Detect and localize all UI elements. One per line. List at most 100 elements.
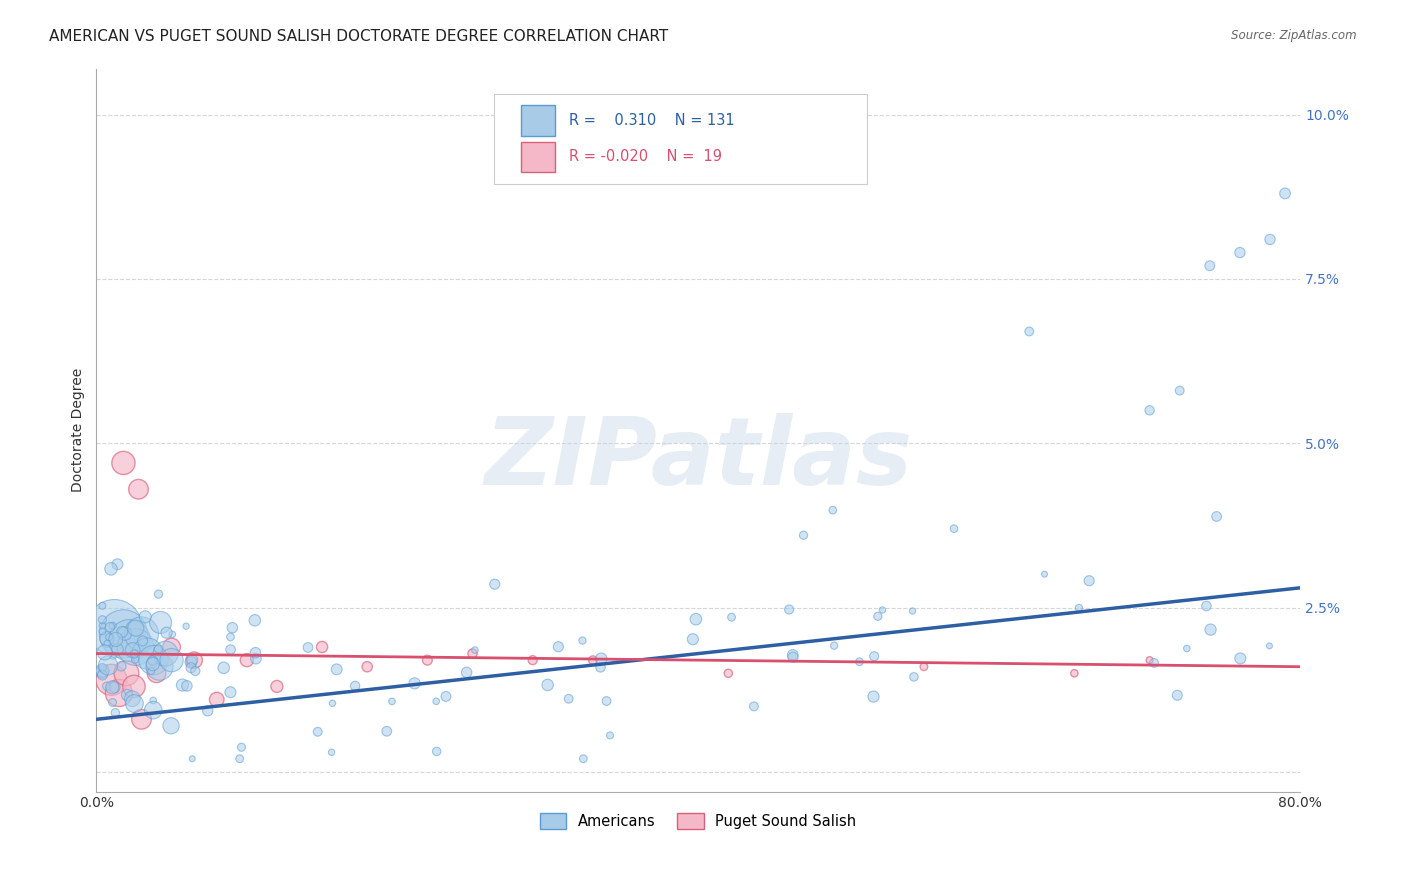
Point bbox=[131, 634, 153, 648]
Point bbox=[91, 613, 114, 627]
Point bbox=[104, 681, 127, 695]
Point bbox=[717, 666, 740, 681]
Point bbox=[426, 744, 449, 758]
Point bbox=[98, 620, 121, 634]
Point bbox=[174, 619, 197, 633]
Point bbox=[184, 664, 207, 678]
Point bbox=[98, 630, 121, 644]
Point bbox=[1166, 688, 1188, 702]
Point bbox=[236, 653, 259, 667]
Point bbox=[183, 653, 205, 667]
Point bbox=[155, 625, 177, 640]
Point bbox=[121, 691, 143, 706]
Point bbox=[1063, 666, 1085, 681]
FancyBboxPatch shape bbox=[494, 94, 866, 185]
Point bbox=[537, 678, 560, 692]
Point bbox=[682, 632, 704, 647]
Point bbox=[1199, 623, 1222, 637]
Point bbox=[205, 692, 228, 706]
Point bbox=[901, 604, 924, 618]
Point bbox=[266, 680, 288, 694]
Point bbox=[94, 645, 117, 659]
Point bbox=[1198, 259, 1220, 273]
Point bbox=[142, 693, 165, 707]
Point bbox=[416, 653, 439, 667]
Point bbox=[172, 678, 194, 692]
Point bbox=[124, 697, 146, 711]
Point bbox=[212, 661, 235, 675]
Point bbox=[595, 694, 617, 708]
Point bbox=[115, 666, 138, 681]
Point bbox=[125, 621, 148, 635]
Point bbox=[134, 610, 156, 624]
Point bbox=[219, 642, 242, 657]
Bar bbox=[522, 142, 555, 172]
Point bbox=[121, 643, 143, 657]
Point bbox=[1067, 600, 1090, 615]
Point bbox=[863, 649, 886, 664]
Point bbox=[141, 664, 163, 678]
Point bbox=[115, 688, 138, 702]
Point bbox=[219, 630, 242, 644]
Text: R =    0.310    N = 131: R = 0.310 N = 131 bbox=[569, 113, 735, 128]
Point bbox=[872, 603, 894, 617]
Point bbox=[124, 652, 146, 666]
Point bbox=[782, 650, 804, 665]
Point bbox=[127, 482, 149, 496]
Point bbox=[1229, 245, 1251, 260]
Point bbox=[589, 660, 612, 674]
Point bbox=[1175, 641, 1198, 656]
Point bbox=[245, 646, 267, 660]
Point bbox=[136, 647, 159, 661]
Point bbox=[103, 620, 125, 634]
Point bbox=[97, 658, 120, 673]
Point bbox=[912, 659, 935, 673]
Point bbox=[118, 633, 141, 648]
Point bbox=[122, 680, 145, 694]
Point bbox=[228, 752, 250, 766]
Point bbox=[848, 655, 870, 669]
Point bbox=[104, 706, 127, 720]
Point bbox=[484, 577, 506, 591]
Point bbox=[599, 728, 621, 742]
Point bbox=[176, 679, 198, 693]
Point bbox=[91, 624, 114, 639]
Point bbox=[149, 615, 172, 630]
Point bbox=[131, 712, 153, 726]
Point bbox=[180, 661, 202, 675]
Point bbox=[522, 653, 544, 667]
Point bbox=[101, 696, 124, 710]
Point bbox=[219, 685, 242, 699]
Point bbox=[231, 740, 253, 755]
Point bbox=[742, 699, 765, 714]
Point bbox=[862, 690, 884, 704]
Point bbox=[101, 648, 124, 663]
Point bbox=[782, 648, 804, 662]
Point bbox=[96, 637, 118, 651]
Point bbox=[307, 724, 329, 739]
Point bbox=[110, 659, 132, 673]
Point bbox=[1078, 574, 1101, 588]
Point bbox=[96, 632, 118, 646]
Point bbox=[434, 690, 457, 704]
Point bbox=[160, 719, 183, 733]
Point bbox=[124, 640, 146, 654]
Text: ZIPatlas: ZIPatlas bbox=[484, 413, 912, 505]
Y-axis label: Doctorate Degree: Doctorate Degree bbox=[72, 368, 86, 492]
Point bbox=[1168, 384, 1191, 398]
Point bbox=[1258, 639, 1281, 653]
Point bbox=[124, 647, 146, 661]
Point bbox=[778, 602, 800, 616]
Point bbox=[160, 653, 183, 667]
Point bbox=[903, 670, 925, 684]
Point bbox=[1195, 599, 1218, 613]
Point bbox=[1033, 567, 1056, 582]
Point bbox=[823, 639, 845, 653]
Point bbox=[547, 640, 569, 654]
Bar bbox=[522, 105, 555, 136]
Point bbox=[425, 694, 447, 708]
Point bbox=[311, 640, 333, 654]
Point bbox=[91, 618, 114, 632]
Point bbox=[793, 528, 815, 542]
Point bbox=[112, 627, 135, 641]
